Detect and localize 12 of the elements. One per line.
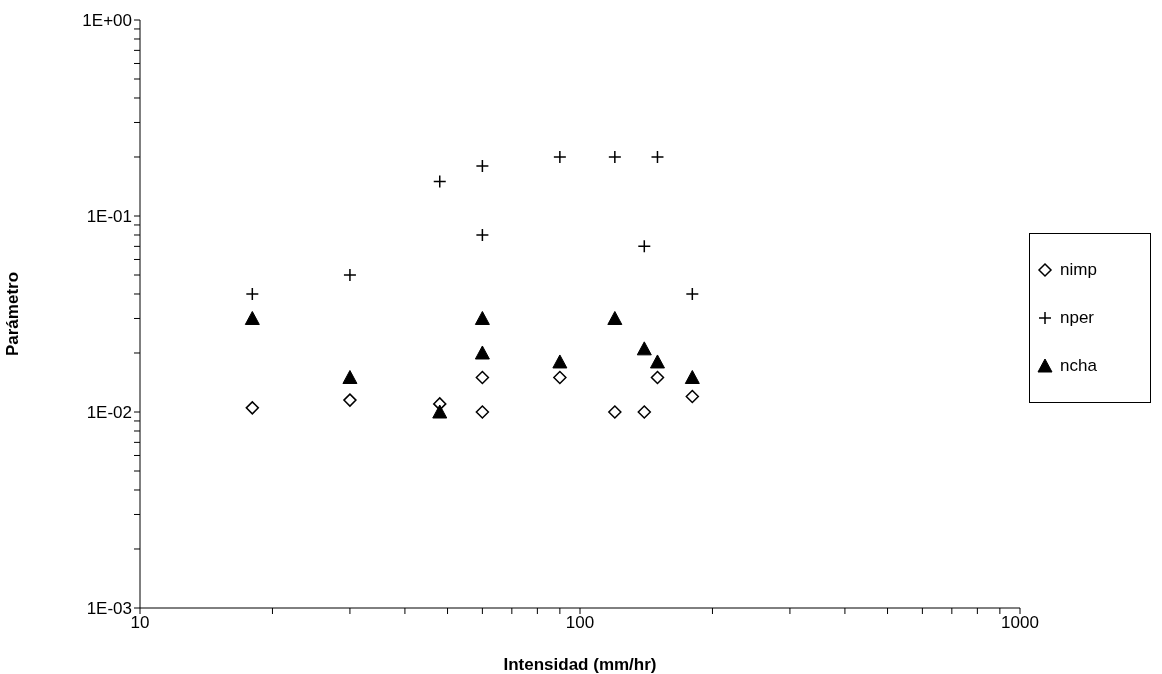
- x-tick-label: 1000: [1001, 613, 1039, 633]
- x-tick-label: 100: [565, 613, 595, 633]
- legend-label: nper: [1060, 308, 1095, 328]
- y-tick-label: 1E-01: [86, 207, 132, 227]
- y-tick-label: 1E-03: [86, 599, 132, 619]
- x-tick-label: 10: [130, 613, 150, 633]
- y-tick-label: 1E+00: [82, 11, 132, 31]
- x-axis-title: Intensidad (mm/hr): [503, 655, 657, 674]
- legend-label: ncha: [1060, 356, 1097, 376]
- y-tick-label: 1E-02: [86, 403, 132, 423]
- y-axis-title: Parámetro: [3, 271, 23, 357]
- legend-label: nimp: [1060, 260, 1097, 280]
